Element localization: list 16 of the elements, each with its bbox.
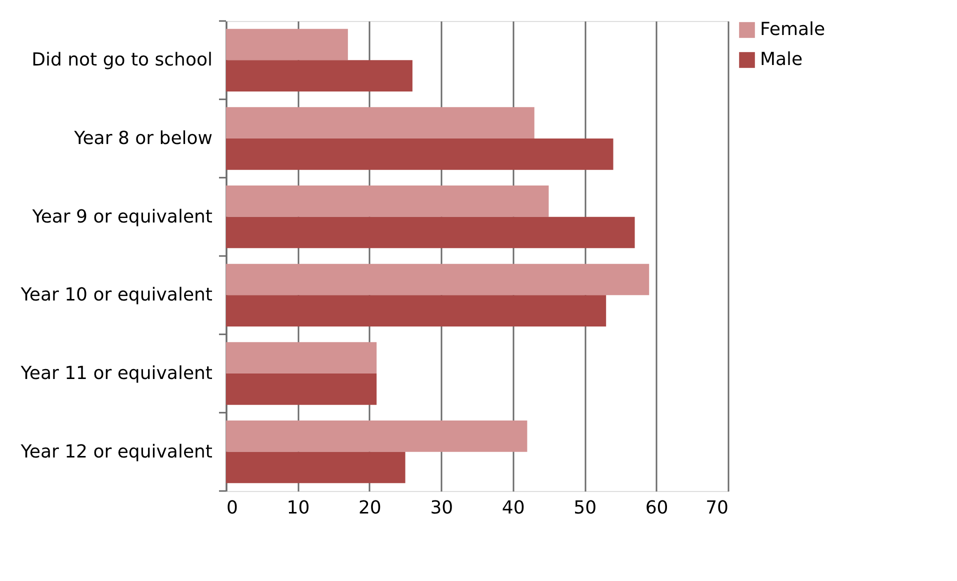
y-tick-label: Year 10 or equivalent	[20, 284, 212, 306]
legend-label: Male	[760, 49, 803, 70]
y-tick-label: Year 12 or equivalent	[20, 441, 212, 462]
y-tick-label: Year 9 or equivalent	[31, 206, 212, 228]
x-tick-label: 50	[574, 498, 597, 518]
x-tick-label: 60	[645, 498, 668, 518]
x-tick-label: 40	[502, 498, 525, 518]
x-tick-label: 0	[226, 498, 238, 518]
x-tick-label: 70	[706, 498, 728, 518]
x-tick-label: 30	[430, 498, 454, 518]
y-tick-label: Year 11 or equivalent	[20, 363, 212, 384]
x-tick-label: 10	[286, 498, 310, 518]
x-tick-label: 20	[358, 498, 382, 518]
y-tick-label: Did not go to school	[32, 50, 212, 71]
y-tick-label: Year 8 or below	[73, 128, 212, 149]
legend-label: Female	[760, 19, 826, 40]
